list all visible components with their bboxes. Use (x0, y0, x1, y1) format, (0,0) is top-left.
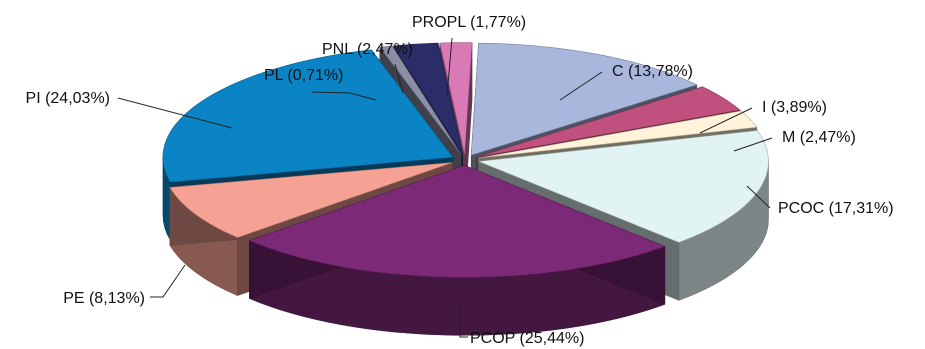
label-pcoc: PCOC (17,31%) (778, 200, 894, 217)
leader-line-pnl (394, 63, 404, 94)
slice-c (470, 42, 698, 156)
leader-line-c (559, 71, 603, 101)
label-c: C (13,78%) (612, 63, 693, 80)
label-pcop: PCOP (25,44%) (470, 330, 584, 347)
leader-line-m (733, 137, 773, 152)
slice-m (478, 110, 758, 159)
slice-pcop (248, 165, 666, 278)
leader-line-pe (150, 264, 186, 298)
leader-lines (117, 37, 773, 338)
slice-pcoc (478, 130, 769, 243)
label-m: M (2,47%) (782, 129, 856, 146)
slice-pl (379, 45, 462, 155)
label-pnl: PNL (2,47%) (322, 41, 413, 58)
slice-pe (169, 162, 453, 238)
leader-line-i (699, 107, 753, 134)
label-pl: PL (0,71%) (264, 67, 343, 84)
slice-pi (162, 49, 454, 183)
label-pi: PI (24,03%) (26, 90, 110, 107)
leader-line-pi (117, 97, 233, 129)
leader-line-pcop (459, 305, 468, 338)
slice-pnl (393, 42, 464, 155)
label-pe: PE (8,13%) (63, 290, 145, 307)
label-i: I (3,89%) (762, 99, 827, 116)
label-propl: PROPL (1,77%) (412, 14, 526, 31)
slice-propl (439, 42, 473, 155)
leader-line-pl (311, 91, 377, 101)
slice-labels: C (13,78%) I (3,89%) M (2,47%) PCOC (17,31%… (26, 14, 894, 347)
leader-line-propl (446, 37, 453, 97)
leader-line-pcoc (746, 185, 771, 209)
pie-slices (162, 42, 769, 336)
slice-i (476, 86, 741, 158)
